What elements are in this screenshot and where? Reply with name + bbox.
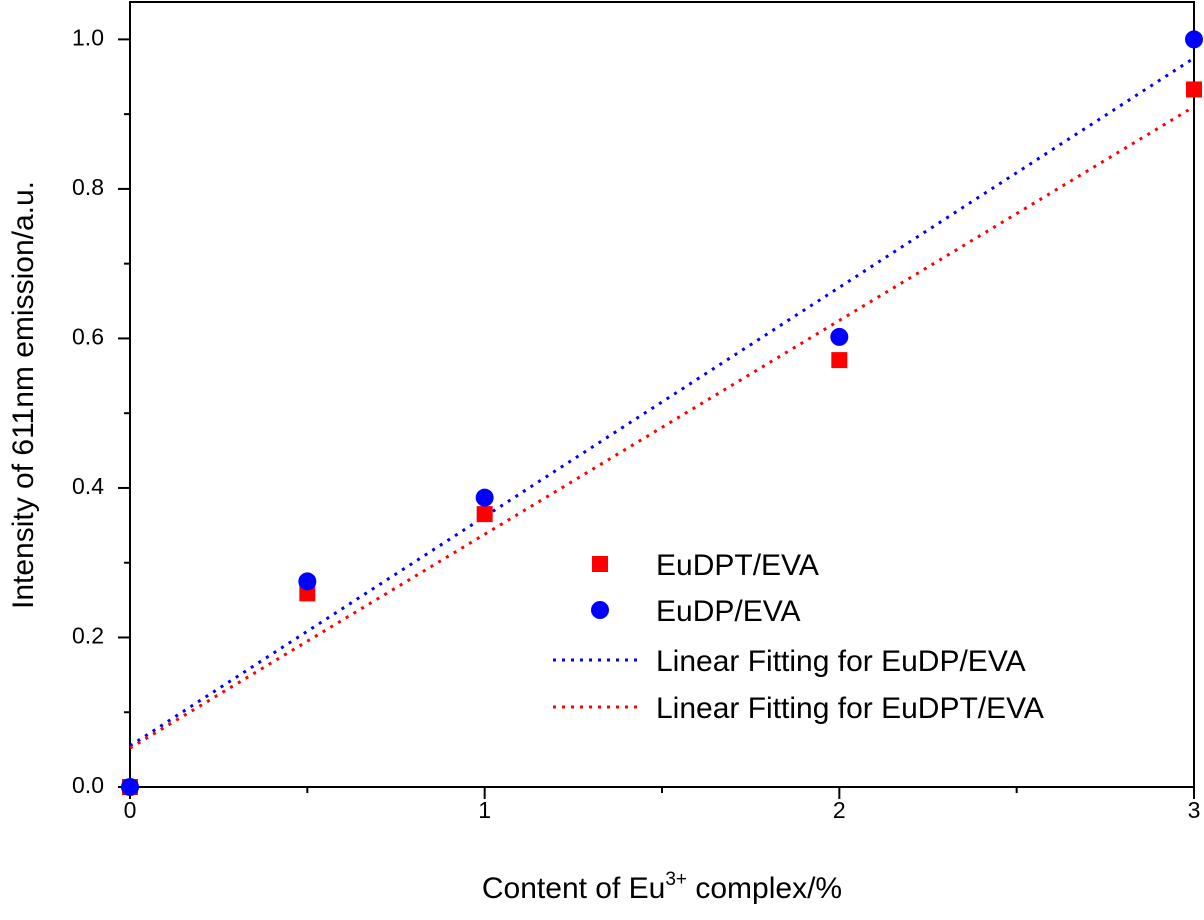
legend-label: Linear Fitting for EuDP/EVA (656, 645, 1026, 678)
circle-point (298, 572, 317, 591)
legend-label: EuDP/EVA (656, 595, 801, 628)
x-axis-title: Content of Eu3+ complex/% (482, 869, 842, 905)
legend: EuDPT/EVA EuDP/EVA Linear Fitting for EuDP… (553, 549, 1044, 725)
circle-point (1185, 30, 1203, 49)
y-tick-label: 0.2 (72, 623, 104, 649)
x-axis-title-main: Content of Eu (482, 872, 665, 905)
fit-line (129, 105, 1195, 750)
fit-lines (129, 56, 1195, 750)
y-tick-label: 0.0 (72, 772, 104, 798)
fit-line (129, 56, 1195, 748)
x-tick-label: 3 (1188, 797, 1201, 823)
y-axis-title: Intensity of 611nm emission/a.u. (7, 181, 40, 609)
circle-point (830, 327, 849, 346)
x-axis-title-superscript: 3+ (665, 869, 687, 890)
legend-label: EuDPT/EVA (656, 549, 819, 582)
y-tick-label: 0.8 (72, 174, 104, 200)
x-tick-label: 2 (833, 797, 846, 823)
legend-square-marker (592, 556, 608, 572)
y-tick-label: 1.0 (72, 24, 104, 50)
square-point (1186, 81, 1202, 98)
x-tick-label: 0 (124, 797, 137, 823)
circle-point (475, 488, 494, 507)
legend-label: Linear Fitting for EuDPT/EVA (656, 692, 1044, 725)
y-tick-label: 0.6 (72, 324, 104, 350)
data-points (121, 30, 1203, 796)
legend-circle-marker (591, 601, 609, 619)
square-point (831, 352, 848, 369)
square-point (476, 506, 493, 523)
x-tick-label: 1 (478, 797, 491, 823)
y-tick-label: 0.4 (72, 473, 104, 499)
circle-point (121, 778, 139, 796)
axis-ticks: 0 1 2 3 0.0 0.2 0.4 0.6 0.8 1.0 (72, 24, 1200, 823)
x-axis-title-tail: complex/% (687, 872, 842, 905)
